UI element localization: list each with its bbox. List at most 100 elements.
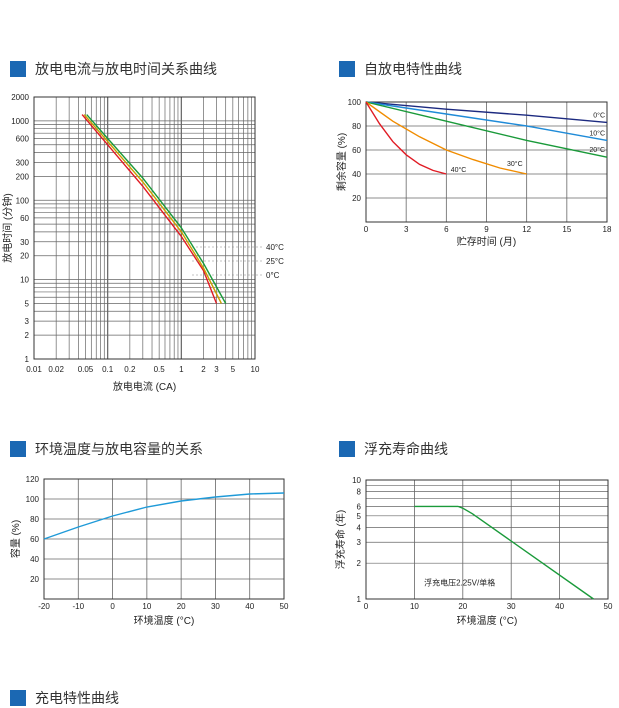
series-line xyxy=(43,492,285,540)
series-line xyxy=(365,101,608,142)
y-tick-label: 6 xyxy=(357,502,362,511)
x-tick-label: 3 xyxy=(404,225,409,234)
section-header-float-life: 浮充寿命曲线 xyxy=(339,439,448,459)
section-header-charge: 充电特性曲线 xyxy=(10,688,119,708)
section-marker-icon xyxy=(10,61,26,77)
section-marker-icon xyxy=(10,690,26,706)
section-title: 自放电特性曲线 xyxy=(364,61,462,77)
y-tick-label: 10 xyxy=(352,476,361,485)
series-line xyxy=(86,114,227,304)
y-tick-label: 8 xyxy=(357,488,362,497)
series-line xyxy=(83,114,223,304)
y-tick-label: 100 xyxy=(348,98,362,107)
section-header-discharge: 放电电流与放电时间关系曲线 xyxy=(10,59,217,79)
x-tick-label: 0.05 xyxy=(78,365,94,374)
series-line xyxy=(81,114,218,304)
x-tick-label: 50 xyxy=(604,602,613,611)
series-label: 40°C xyxy=(451,166,467,174)
series-line xyxy=(365,101,608,158)
y-axis-label: 浮充寿命 (年) xyxy=(334,510,347,569)
section-header-temperature-capacity: 环境温度与放电容量的关系 xyxy=(10,439,203,459)
x-tick-label: 9 xyxy=(484,225,489,234)
y-tick-label: 200 xyxy=(16,172,30,181)
y-tick-label: 40 xyxy=(30,555,39,564)
y-tick-label: 1 xyxy=(25,355,30,364)
section-title: 浮充寿命曲线 xyxy=(364,441,448,457)
x-tick-label: 15 xyxy=(562,225,571,234)
y-axis-label: 容量 (%) xyxy=(9,520,22,558)
x-tick-label: 6 xyxy=(444,225,449,234)
x-tick-label: 50 xyxy=(280,602,289,611)
series-line xyxy=(414,505,594,600)
chart-annotation: 浮充电压2.25V/单格 xyxy=(424,577,495,587)
section-marker-icon xyxy=(339,441,355,457)
x-tick-label: 0.2 xyxy=(124,365,136,374)
y-tick-label: 60 xyxy=(30,535,39,544)
y-axis-label: 剩余容量 (%) xyxy=(335,133,348,191)
y-tick-label: 80 xyxy=(30,515,39,524)
y-tick-label: 60 xyxy=(352,146,361,155)
y-tick-label: 1 xyxy=(357,595,362,604)
section-marker-icon xyxy=(10,441,26,457)
x-tick-label: 10 xyxy=(410,602,419,611)
x-axis-label: 放电电流 (CA) xyxy=(113,380,176,393)
series-label: 25°C xyxy=(266,257,284,266)
y-tick-label: 10 xyxy=(20,276,29,285)
x-tick-label: 0.5 xyxy=(154,365,166,374)
x-tick-label: 0.1 xyxy=(102,365,114,374)
plot-frame xyxy=(365,101,608,223)
x-tick-label: 40 xyxy=(245,602,254,611)
series-label: 30°C xyxy=(507,160,523,168)
y-tick-label: 3 xyxy=(357,538,362,547)
y-tick-label: 120 xyxy=(26,475,40,484)
x-tick-label: 2 xyxy=(201,365,206,374)
y-tick-label: 20 xyxy=(30,575,39,584)
y-tick-label: 2 xyxy=(357,559,362,568)
y-tick-label: 20 xyxy=(20,252,29,261)
x-axis-label: 环境温度 (°C) xyxy=(134,614,195,627)
y-tick-label: 40 xyxy=(352,170,361,179)
section-title: 环境温度与放电容量的关系 xyxy=(35,441,203,457)
x-axis-label: 贮存时间 (月) xyxy=(457,235,516,248)
series-label: 0°C xyxy=(593,111,605,119)
y-tick-label: 5 xyxy=(357,512,362,521)
x-tick-label: -20 xyxy=(38,602,50,611)
y-tick-label: 2 xyxy=(25,331,30,340)
x-tick-label: 0 xyxy=(110,602,115,611)
x-tick-label: 1 xyxy=(179,365,184,374)
x-tick-label: -10 xyxy=(73,602,85,611)
series-label: 20°C xyxy=(589,146,605,154)
section-marker-icon xyxy=(339,61,355,77)
y-tick-label: 100 xyxy=(16,196,30,205)
y-tick-label: 30 xyxy=(20,238,29,247)
section-header-self-discharge: 自放电特性曲线 xyxy=(339,59,462,79)
section-title: 充电特性曲线 xyxy=(35,690,119,706)
y-tick-label: 1000 xyxy=(11,117,29,126)
x-tick-label: 0 xyxy=(364,225,369,234)
y-tick-label: 2000 xyxy=(11,93,29,102)
plot-frame xyxy=(33,96,256,360)
x-tick-label: 20 xyxy=(177,602,186,611)
series-label: 40°C xyxy=(266,243,284,252)
y-tick-label: 4 xyxy=(357,523,362,532)
series-line xyxy=(365,101,527,175)
series-label: 10°C xyxy=(589,129,605,137)
y-tick-label: 60 xyxy=(20,214,29,223)
x-tick-label: 18 xyxy=(603,225,612,234)
x-tick-label: 10 xyxy=(142,602,151,611)
y-tick-label: 600 xyxy=(16,135,30,144)
y-axis-label: 放电时间 (分钟) xyxy=(1,193,14,262)
x-tick-label: 0 xyxy=(364,602,369,611)
series-line xyxy=(365,101,608,124)
x-tick-label: 30 xyxy=(211,602,220,611)
y-tick-label: 100 xyxy=(26,495,40,504)
series-line xyxy=(365,101,447,175)
x-tick-label: 0.02 xyxy=(48,365,64,374)
x-tick-label: 5 xyxy=(231,365,236,374)
y-tick-label: 20 xyxy=(352,194,361,203)
y-tick-label: 3 xyxy=(25,317,30,326)
x-tick-label: 40 xyxy=(555,602,564,611)
x-tick-label: 3 xyxy=(214,365,219,374)
series-label: 0°C xyxy=(266,271,280,280)
